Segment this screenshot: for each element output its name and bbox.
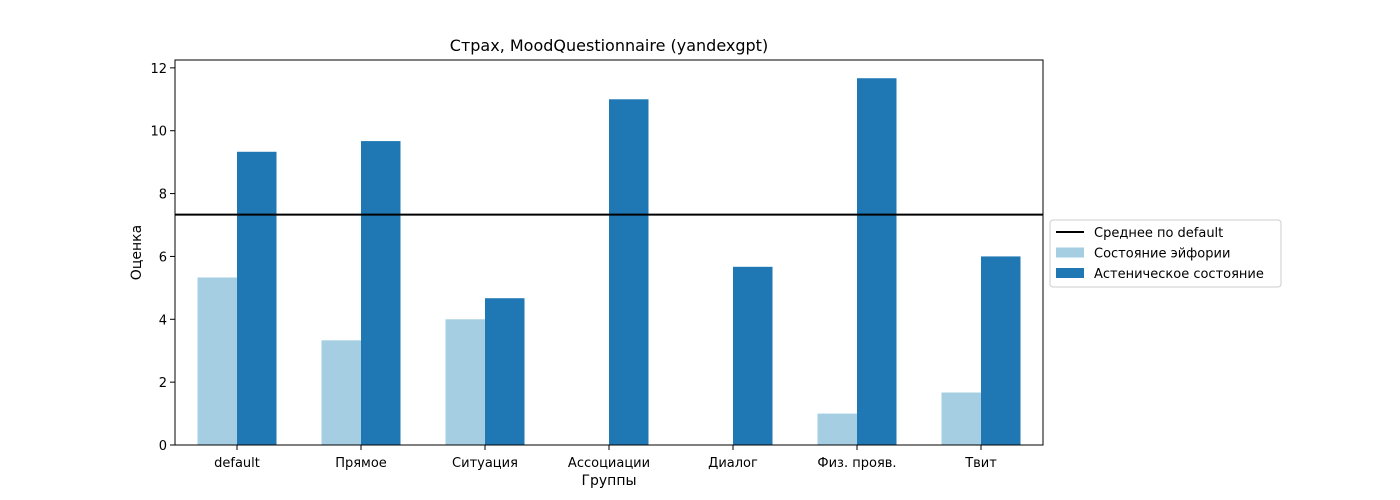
bar-asthenic — [237, 151, 277, 445]
y-tick-label: 10 — [150, 125, 167, 140]
bar-asthenic — [733, 266, 773, 445]
x-tick-label: Твит — [964, 456, 997, 471]
x-tick-label: Физ. прояв. — [817, 456, 896, 471]
legend-label: Астеническое состояние — [1094, 267, 1264, 282]
x-tick-label: Ситуация — [452, 456, 518, 471]
y-axis-ticks: 0 2 4 6 8 10 12 — [150, 62, 175, 454]
bar-euphoria — [941, 392, 981, 445]
x-tick-label: Ассоциации — [568, 456, 650, 471]
y-tick-label: 0 — [159, 439, 167, 454]
y-tick-label: 6 — [159, 250, 167, 265]
y-tick-label: 8 — [159, 188, 167, 203]
bar-euphoria — [197, 277, 237, 445]
bar-asthenic — [981, 256, 1021, 445]
legend-label: Среднее по default — [1094, 226, 1223, 241]
bar-asthenic — [361, 141, 401, 446]
plot-frame — [174, 59, 1044, 446]
x-tick-label: Прямое — [335, 456, 387, 471]
x-tick-label: Диалог — [708, 456, 758, 471]
chart-title: Страх, MoodQuestionnaire (yandexgpt) — [450, 36, 768, 55]
bar-euphoria — [817, 413, 857, 445]
bar-asthenic — [609, 99, 649, 446]
x-axis-label: Группы — [581, 473, 636, 489]
legend-label: Состояние эйфории — [1094, 247, 1230, 262]
bars — [197, 78, 1021, 446]
y-tick-label: 2 — [159, 376, 167, 391]
bar-asthenic — [857, 78, 897, 445]
x-tick-label: default — [214, 456, 260, 471]
legend-swatch — [1056, 247, 1084, 258]
bar-euphoria — [321, 340, 361, 445]
bar-asthenic — [485, 298, 525, 445]
legend: Среднее по default Состояние эйфории Астен… — [1049, 219, 1282, 288]
y-tick-label: 12 — [150, 62, 167, 77]
y-axis-label: Оценка — [129, 225, 145, 280]
legend-frame — [1049, 219, 1282, 288]
x-axis-ticks: default Прямое Ситуация Ассоциации Диалог Физ… — [214, 445, 997, 471]
legend-swatch — [1056, 268, 1084, 278]
bar-euphoria — [445, 319, 485, 445]
y-tick-label: 4 — [159, 313, 167, 328]
